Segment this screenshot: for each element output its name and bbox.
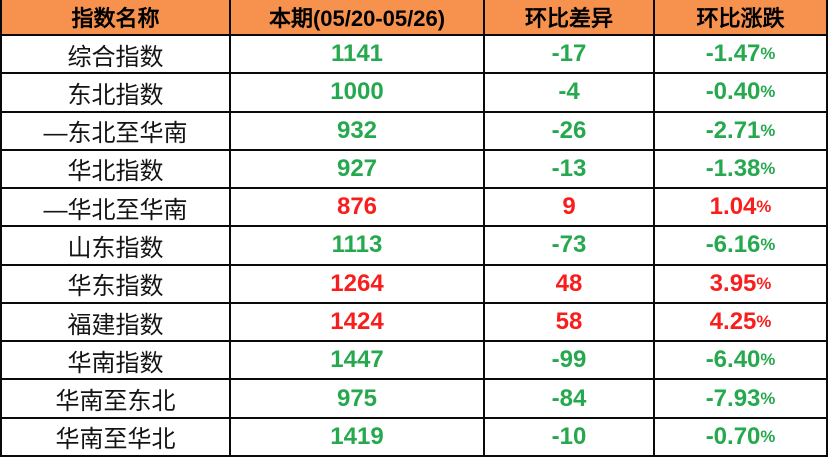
percent-sign: % xyxy=(760,120,776,140)
header-cell-current-period: 本期(05/20-05/26) xyxy=(231,0,485,34)
percent-sign: % xyxy=(760,82,776,102)
diff-cell: 48 xyxy=(485,263,655,302)
diff-cell: -73 xyxy=(485,225,655,264)
diff-cell: 9 xyxy=(485,187,655,226)
index-name-cell: —东北至华南 xyxy=(2,110,231,149)
pct-cell: -0.70% xyxy=(655,416,826,455)
index-name-cell: 华南至东北 xyxy=(2,378,231,417)
pct-value: 4.25 xyxy=(709,308,757,336)
diff-cell: -26 xyxy=(485,110,655,149)
current-value-cell: 1141 xyxy=(231,34,485,73)
index-name-cell: —华北至华南 xyxy=(2,187,231,226)
pct-value: -2.71 xyxy=(705,116,761,144)
current-value-cell: 1447 xyxy=(231,340,485,379)
current-value-cell: 876 xyxy=(231,187,485,226)
index-name-cell: 华南至华北 xyxy=(2,416,231,455)
pct-cell: -1.38% xyxy=(655,148,826,188)
pct-value: 3.95 xyxy=(709,269,757,297)
pct-value: -1.38 xyxy=(705,154,761,182)
current-value-cell: 1000 xyxy=(231,72,485,111)
percent-sign: % xyxy=(760,426,776,446)
percent-sign: % xyxy=(760,235,776,255)
pct-cell: -1.47% xyxy=(655,34,826,73)
pct-cell: 3.95% xyxy=(655,263,826,302)
percent-sign: % xyxy=(760,44,776,64)
pct-cell: 1.04% xyxy=(655,187,826,226)
percent-sign: % xyxy=(756,273,772,293)
current-value-cell: 1113 xyxy=(231,225,485,264)
current-value-cell: 1264 xyxy=(231,263,485,302)
diff-cell: -99 xyxy=(485,340,655,379)
current-value-cell: 975 xyxy=(231,378,485,417)
index-name-cell: 华南指数 xyxy=(2,340,231,379)
diff-cell: -13 xyxy=(485,148,655,188)
percent-sign: % xyxy=(760,158,776,178)
current-value-cell: 932 xyxy=(231,110,485,149)
pct-cell: -6.16% xyxy=(655,225,826,264)
pct-value: -6.40 xyxy=(705,346,761,374)
percent-sign: % xyxy=(756,197,772,217)
percent-sign: % xyxy=(756,312,772,332)
index-name-cell: 东北指数 xyxy=(2,72,231,111)
pct-value: -1.47 xyxy=(705,40,761,68)
diff-cell: -4 xyxy=(485,72,655,111)
pct-value: -0.70 xyxy=(705,422,761,450)
current-value-cell: 927 xyxy=(231,148,485,188)
pct-cell: -7.93% xyxy=(655,378,826,417)
pct-value: -7.93 xyxy=(705,384,761,412)
pct-cell: -6.40% xyxy=(655,340,826,379)
pct-cell: 4.25% xyxy=(655,301,826,341)
header-cell-pct-change: 环比涨跌 xyxy=(655,0,826,34)
index-name-cell: 福建指数 xyxy=(2,301,231,341)
diff-cell: -10 xyxy=(485,416,655,455)
header-cell-index-name: 指数名称 xyxy=(2,0,231,34)
pct-cell: -0.40% xyxy=(655,72,826,111)
pct-cell: -2.71% xyxy=(655,110,826,149)
current-value-cell: 1424 xyxy=(231,301,485,341)
pct-value: -0.40 xyxy=(705,78,761,106)
pct-value: 1.04 xyxy=(709,193,757,221)
index-name-cell: 山东指数 xyxy=(2,225,231,264)
diff-cell: -84 xyxy=(485,378,655,417)
index-name-cell: 综合指数 xyxy=(2,34,231,73)
current-value-cell: 1419 xyxy=(231,416,485,455)
percent-sign: % xyxy=(760,350,776,370)
header-cell-diff: 环比差异 xyxy=(485,0,655,34)
index-name-cell: 华东指数 xyxy=(2,263,231,302)
percent-sign: % xyxy=(760,388,776,408)
diff-cell: 58 xyxy=(485,301,655,341)
pct-value: -6.16 xyxy=(705,231,761,259)
index-name-cell: 华北指数 xyxy=(2,148,231,188)
diff-cell: -17 xyxy=(485,34,655,73)
